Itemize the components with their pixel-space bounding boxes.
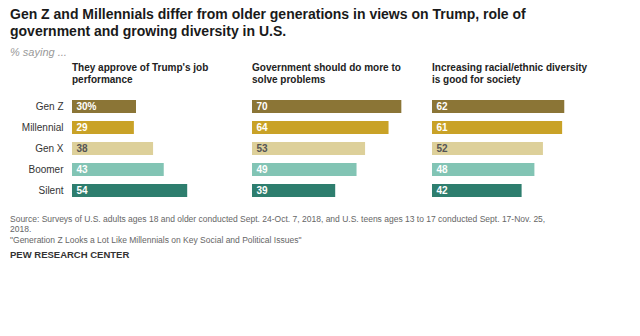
svg-text:64: 64	[257, 122, 269, 133]
svg-text:52: 52	[437, 143, 449, 154]
html-text:Source: Surveys of U.S. adults: Source: Surveys of U.S. adults ages 18 a…	[10, 213, 546, 245]
svg-text:61: 61	[437, 122, 449, 133]
svg-text:39: 39	[257, 185, 269, 196]
html-text:Gen Z and Millennials differ f: Gen Z and Millennials differ from older …	[10, 6, 526, 39]
svg-text:62: 62	[437, 101, 449, 112]
svg-text:43: 43	[77, 164, 89, 175]
svg-text:Boomer: Boomer	[28, 164, 64, 175]
svg-text:42: 42	[437, 185, 449, 196]
svg-text:Gen Z: Gen Z	[36, 101, 64, 112]
svg-text:30%: 30%	[77, 101, 97, 112]
svg-text:49: 49	[257, 164, 269, 175]
html-text:They approve of Trump's job pe: They approve of Trump's job performance	[72, 61, 209, 85]
svg-text:38: 38	[77, 143, 89, 154]
svg-text:53: 53	[257, 143, 269, 154]
svg-text:Millennial: Millennial	[22, 122, 64, 133]
svg-text:29: 29	[77, 122, 89, 133]
html-text:Increasing racial/ethnic diver: Increasing racial/ethnic diversity is go…	[432, 61, 588, 85]
svg-text:Silent: Silent	[38, 185, 63, 196]
html-text:PEW RESEARCH CENTER: PEW RESEARCH CENTER	[10, 249, 130, 261]
svg-text:Gen X: Gen X	[35, 143, 64, 154]
svg-text:48: 48	[437, 164, 449, 175]
svg-text:54: 54	[77, 185, 89, 196]
svg-text:70: 70	[257, 101, 269, 112]
html-text:Government should do more to s: Government should do more to solve probl…	[252, 61, 401, 85]
html-text:% saying ...: % saying ...	[10, 45, 67, 58]
